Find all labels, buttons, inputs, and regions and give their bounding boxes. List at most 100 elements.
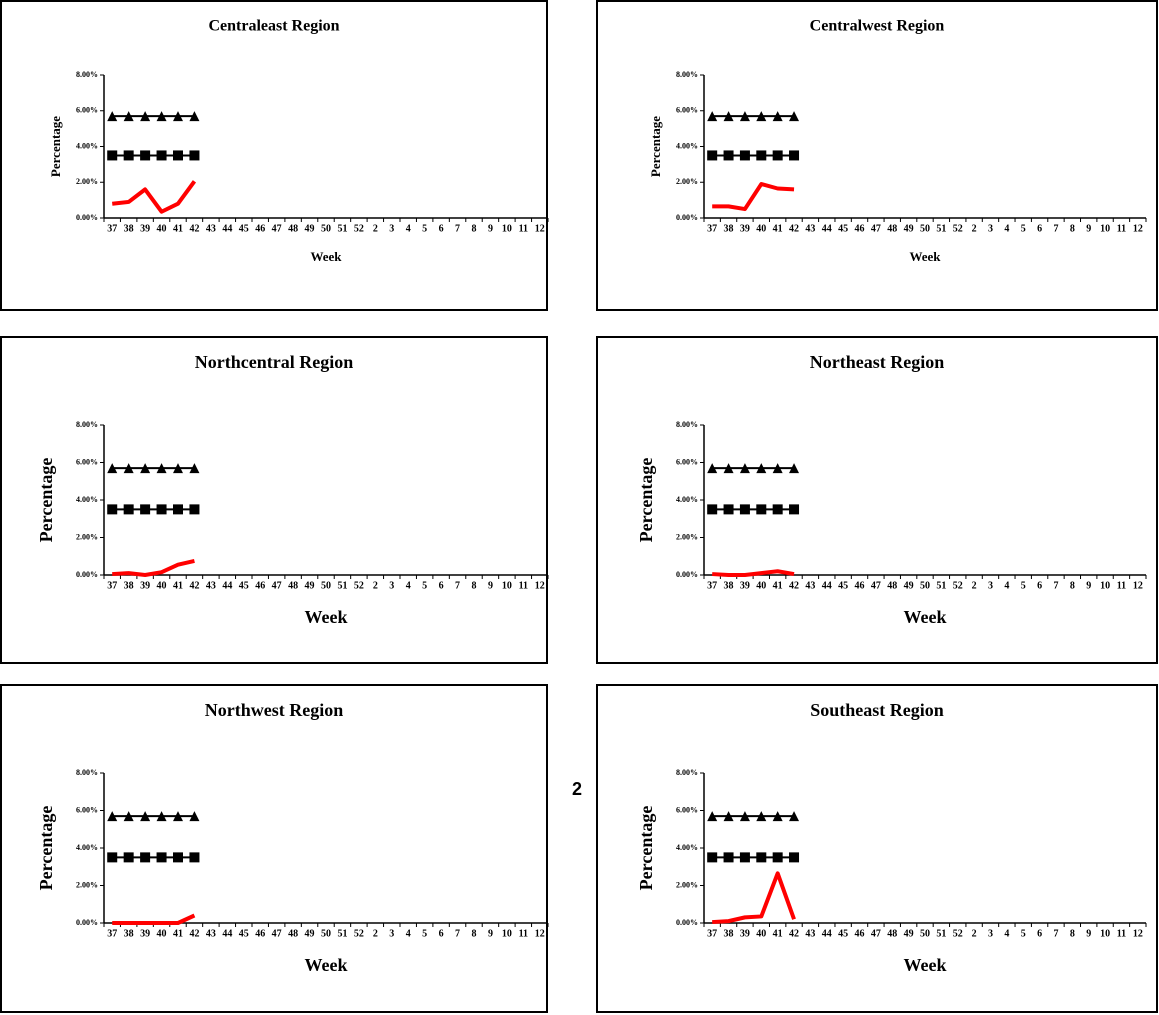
x-tick-label: 6 <box>439 223 444 234</box>
triangle-marker <box>107 111 118 122</box>
triangle-marker <box>173 111 183 122</box>
y-tick-label: 8.00% <box>76 420 98 429</box>
triangle-marker <box>707 811 718 822</box>
square-marker <box>772 150 783 161</box>
chart-title: Centraleast Region <box>208 18 339 35</box>
y-tick-label: 8.00% <box>676 70 698 79</box>
x-tick-label: 37 <box>107 580 117 591</box>
x-tick-label: 8 <box>1070 223 1075 234</box>
x-tick-label: 9 <box>1086 928 1091 939</box>
square-marker <box>173 852 183 863</box>
y-tick-label: 0.00% <box>76 570 98 579</box>
y-axis-label: Percentage <box>48 116 63 177</box>
square-marker <box>189 852 200 863</box>
triangle-marker <box>123 811 134 822</box>
y-axis-label: Percentage <box>36 806 56 891</box>
x-tick-label: 47 <box>871 580 881 591</box>
x-tick-label: 45 <box>239 580 249 591</box>
chart-frame <box>0 684 548 1013</box>
triangle-marker <box>707 111 718 122</box>
square-marker <box>772 852 783 863</box>
x-tick-label: 3 <box>988 928 993 939</box>
x-tick-label: 40 <box>157 223 167 234</box>
triangle-marker <box>772 463 783 474</box>
x-tick-label: 42 <box>789 580 799 591</box>
x-tick-label: 12 <box>1133 928 1143 939</box>
x-tick-label: 38 <box>124 928 134 939</box>
square-marker <box>723 852 734 863</box>
x-tick-label: 2 <box>373 223 378 234</box>
y-tick-label: 4.00% <box>76 141 98 150</box>
square-marker <box>789 150 800 161</box>
x-tick-label: 5 <box>422 223 427 234</box>
x-tick-label: 46 <box>255 223 265 234</box>
square-marker <box>123 150 134 161</box>
x-tick-label: 8 <box>1070 928 1075 939</box>
chart-frame <box>0 0 548 311</box>
x-tick-label: 5 <box>422 580 427 591</box>
x-tick-label: 12 <box>1133 580 1143 591</box>
x-tick-label: 5 <box>1021 580 1026 591</box>
y-tick-label: 2.00% <box>76 177 98 186</box>
chart-frame <box>0 336 548 664</box>
x-tick-label: 2 <box>972 928 977 939</box>
triangle-marker <box>156 463 167 474</box>
triangle-marker <box>140 811 151 822</box>
series-line <box>112 558 195 577</box>
x-tick-label: 47 <box>871 223 881 234</box>
x-tick-label: 7 <box>1053 223 1058 234</box>
series-line <box>112 913 196 925</box>
triangle-marker <box>189 811 200 822</box>
series-line <box>112 180 197 214</box>
y-tick-label: 8.00% <box>76 70 98 79</box>
square-marker <box>756 150 767 161</box>
x-tick-label: 2 <box>972 223 977 234</box>
x-tick-label: 4 <box>406 580 411 591</box>
y-tick-label: 6.00% <box>76 106 98 115</box>
square-marker <box>189 504 200 515</box>
x-tick-label: 47 <box>272 928 282 939</box>
series-line <box>712 182 795 212</box>
square-marker <box>723 504 734 515</box>
x-tick-label: 45 <box>239 928 249 939</box>
x-tick-label: 41 <box>773 223 783 234</box>
square-marker <box>739 852 750 863</box>
chart: Northeast Region 0.00% 2.00% 4.00% 6.00% 8.00… <box>596 336 1158 664</box>
x-tick-label: 38 <box>724 928 734 939</box>
x-tick-label: 51 <box>337 928 347 939</box>
triangle-marker <box>756 463 767 474</box>
x-tick-label: 41 <box>773 580 783 591</box>
x-tick-label: 40 <box>756 223 766 234</box>
square-marker <box>140 852 151 863</box>
y-tick-label: 4.00% <box>676 843 698 852</box>
x-tick-label: 39 <box>740 223 750 234</box>
x-tick-label: 10 <box>1100 928 1110 939</box>
x-tick-label: 46 <box>855 580 865 591</box>
y-tick-label: 0.00% <box>676 213 698 222</box>
triangle-marker <box>707 463 718 474</box>
x-tick-label: 2 <box>972 580 977 591</box>
x-tick-label: 51 <box>936 928 946 939</box>
x-tick-label: 42 <box>189 580 199 591</box>
x-tick-label: 3 <box>389 928 394 939</box>
x-tick-label: 48 <box>887 580 897 591</box>
x-tick-label: 8 <box>472 580 477 591</box>
y-tick-label: 4.00% <box>76 843 98 852</box>
chart-title: Northwest Region <box>205 700 343 720</box>
x-tick-label: 11 <box>1117 223 1126 234</box>
x-tick-label: 42 <box>789 928 799 939</box>
x-tick-label: 41 <box>773 928 783 939</box>
x-tick-label: 47 <box>871 928 881 939</box>
x-tick-label: 50 <box>920 223 930 234</box>
x-tick-label: 2 <box>373 928 378 939</box>
x-tick-label: 37 <box>107 928 117 939</box>
square-marker <box>156 150 167 161</box>
x-tick-label: 6 <box>1037 580 1042 591</box>
x-tick-label: 49 <box>904 580 914 591</box>
chart: Centraleast Region 0.00% 2.00% 4.00% 6.00% 8.… <box>0 0 549 311</box>
x-tick-label: 37 <box>707 580 717 591</box>
x-tick-label: 51 <box>936 580 946 591</box>
x-tick-label: 49 <box>305 223 315 234</box>
x-tick-label: 3 <box>389 223 394 234</box>
